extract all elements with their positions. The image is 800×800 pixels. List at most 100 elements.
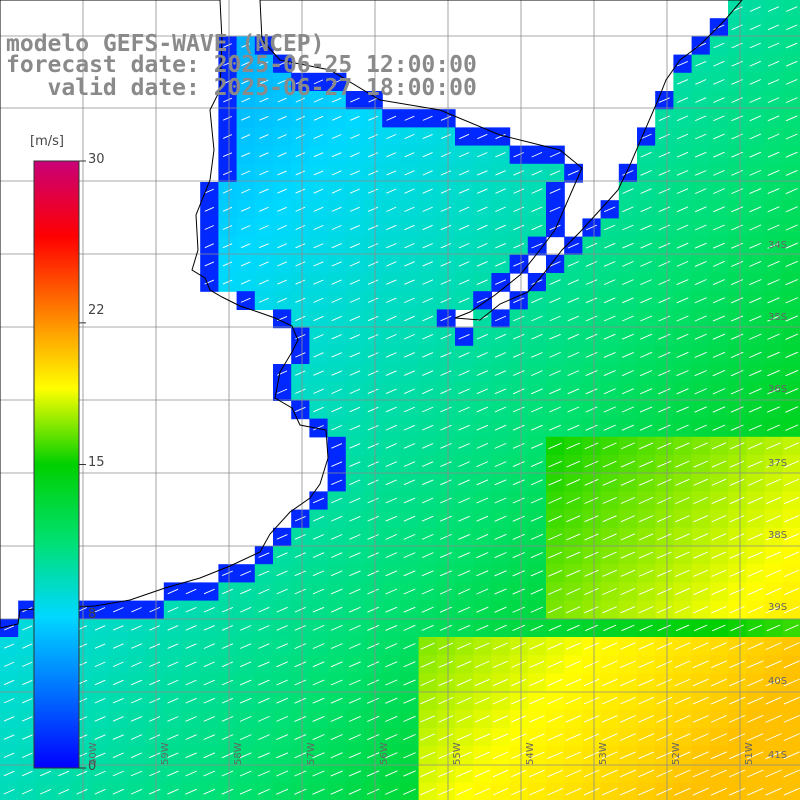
wind-arrow (730, 624, 744, 632)
wind-arrow (458, 424, 470, 431)
wind-arrow (367, 424, 379, 431)
wind-arrow (494, 624, 507, 632)
wind-arrow (692, 642, 709, 650)
wind-arrow (531, 206, 543, 213)
wind-arrow (640, 297, 652, 304)
wind-arrow (784, 551, 800, 559)
wind-arrow (584, 442, 599, 450)
wind-arrow (675, 624, 690, 632)
wind-arrow (529, 697, 545, 705)
wind-arrow (783, 678, 800, 687)
lat-label-37s: 37S (768, 458, 788, 469)
wind-arrow (585, 333, 598, 340)
wind-arrow (257, 752, 270, 759)
wind-arrow (258, 279, 269, 285)
wind-arrow (222, 243, 233, 249)
wind-arrow (386, 170, 397, 176)
wind-arrow (294, 661, 307, 668)
wind-arrow (204, 261, 215, 267)
wind-arrow (784, 624, 799, 632)
wind-arrow (366, 788, 380, 795)
wind-arrow (530, 606, 544, 613)
wind-arrow (313, 97, 324, 103)
wind-arrow (277, 152, 287, 158)
wind-arrow (294, 570, 306, 577)
wind-arrow (747, 460, 763, 468)
wind-arrow (350, 97, 360, 103)
wind-arrow (349, 334, 361, 340)
wind-arrow (767, 333, 780, 340)
wind-arrow (693, 460, 708, 468)
wind-arrow (566, 569, 581, 577)
wind-arrow (367, 315, 379, 322)
wind-arrow (692, 715, 709, 723)
wind-arrow (276, 661, 288, 668)
wind-arrow (422, 406, 434, 413)
wind-arrow (785, 424, 799, 431)
wind-arrow (258, 570, 270, 577)
wind-arrow (276, 752, 289, 759)
wind-arrow (729, 515, 745, 523)
wind-arrow (185, 770, 197, 777)
wind-arrow (277, 297, 288, 303)
wind-arrow (749, 42, 761, 49)
wind-arrow (422, 443, 434, 449)
wind-arrow (203, 716, 215, 722)
wind-arrow (712, 279, 725, 286)
wind-arrow (712, 224, 725, 231)
wind-arrow (295, 279, 306, 285)
wind-arrow (694, 188, 707, 195)
wind-arrow (240, 606, 252, 613)
wind-arrow (638, 478, 654, 486)
wind-arrow (223, 79, 232, 85)
wind-arrow (474, 787, 490, 796)
wind-arrow (94, 661, 106, 668)
wind-arrow (203, 770, 216, 777)
wind-arrow (603, 279, 616, 286)
wind-arrow (658, 115, 670, 122)
wind-arrow (674, 696, 691, 705)
wind-arrow (4, 643, 15, 649)
wind-arrow (567, 406, 580, 413)
wind-arrow (313, 206, 324, 212)
wind-arrow (766, 515, 781, 523)
wind-arrow (711, 533, 727, 541)
wind-arrow (512, 497, 525, 504)
wind-arrow (602, 515, 617, 523)
wind-arrow (785, 406, 799, 413)
wind-arrow (440, 533, 452, 540)
wind-arrow (403, 570, 416, 577)
wind-arrow (403, 461, 416, 467)
wind-arrow (258, 606, 270, 613)
lat-label-34s: 34S (768, 240, 788, 251)
wind-arrow (767, 279, 780, 286)
wind-arrow (749, 97, 762, 103)
wind-arrow (494, 461, 507, 468)
wind-arrow (786, 24, 798, 31)
wind-arrow (584, 569, 599, 577)
wind-arrow (495, 261, 506, 267)
wind-arrow (674, 733, 691, 741)
wind-arrow (749, 224, 762, 231)
wind-arrow (658, 297, 671, 304)
wind-arrow (512, 624, 525, 632)
wind-arrow (638, 533, 654, 541)
wind-arrow (621, 370, 634, 377)
wind-arrow (638, 696, 654, 705)
wind-arrow (112, 734, 124, 740)
wind-arrow (620, 442, 635, 450)
wind-arrow (331, 279, 342, 285)
wind-arrow (349, 206, 360, 212)
wind-arrow (458, 279, 470, 285)
wind-arrow (331, 188, 342, 194)
wind-arrow (130, 716, 143, 722)
wind-arrow (713, 115, 725, 122)
wind-arrow (149, 643, 161, 649)
wind-arrow (313, 279, 324, 285)
wind-arrow (404, 243, 415, 249)
wind-arrow (130, 788, 143, 795)
wind-arrow (476, 261, 488, 267)
wind-arrow (710, 733, 727, 742)
wind-arrow (222, 279, 233, 285)
wind-arrow (204, 279, 215, 285)
